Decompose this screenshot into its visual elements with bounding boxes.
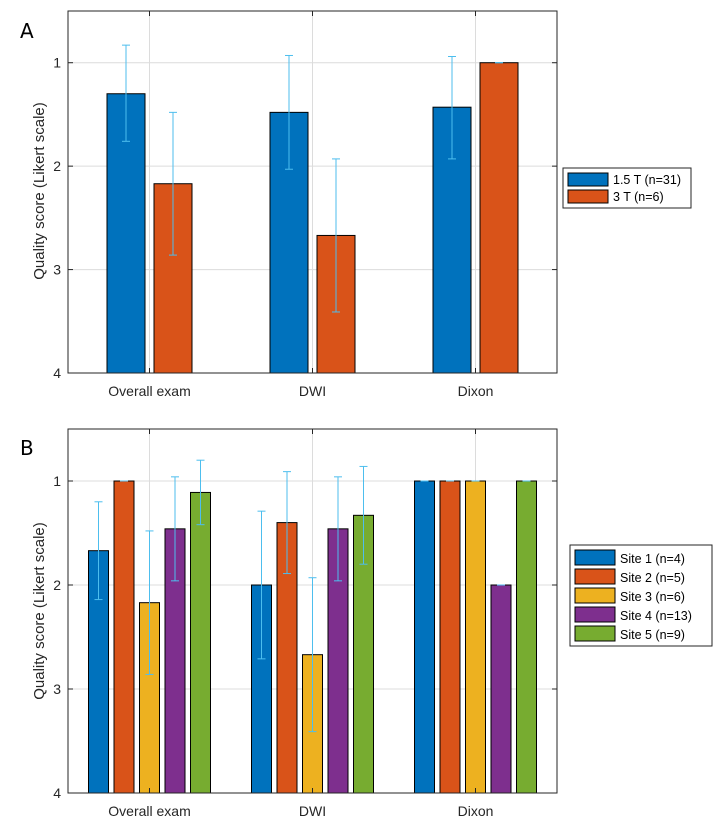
y-tick-label: 2 xyxy=(53,577,61,593)
legend-entry-label: Site 3 (n=6) xyxy=(620,590,685,604)
bar xyxy=(490,584,512,794)
panel-label-b: B xyxy=(20,436,34,460)
x-tick-label: Dixon xyxy=(458,383,494,399)
y-axis-label-a: Quality score (Likert scale) xyxy=(31,102,48,280)
legend-swatch xyxy=(567,172,609,187)
legend-entry-label: 1.5 T (n=31) xyxy=(613,173,681,187)
panel-a: A Quality score (Likert scale) 1 2 3 4 Overa… xyxy=(20,10,692,399)
bar xyxy=(414,480,435,794)
legend-entry-label: 3 T (n=6) xyxy=(613,190,664,204)
legend-swatch xyxy=(574,606,616,623)
y-tick-label: 4 xyxy=(53,785,61,801)
panel-b: B Quality score (Likert scale) 1 2 3 4 Overa… xyxy=(20,428,713,819)
x-tick-label: Overall exam xyxy=(108,383,190,399)
legend-entry-label: Site 1 (n=4) xyxy=(620,552,685,566)
bar xyxy=(190,491,211,794)
bar xyxy=(479,62,519,374)
x-tick-label: DWI xyxy=(299,803,326,819)
legend-entry-label: Site 5 (n=9) xyxy=(620,628,685,642)
bar xyxy=(516,480,537,794)
bar xyxy=(113,480,135,794)
panel-label-a: A xyxy=(20,19,34,43)
legend-swatch xyxy=(567,189,609,204)
legend-swatch xyxy=(574,625,616,642)
x-tick-label: Overall exam xyxy=(108,803,190,819)
legend-swatch xyxy=(574,549,616,566)
legend-swatch xyxy=(574,587,616,604)
y-axis-label-b: Quality score (Likert scale) xyxy=(31,522,48,700)
y-tick-label: 3 xyxy=(53,681,61,697)
x-tick-label: DWI xyxy=(299,383,326,399)
y-tick-label: 4 xyxy=(53,365,61,381)
y-tick-label: 3 xyxy=(53,262,61,278)
y-tick-label: 1 xyxy=(53,473,61,489)
y-tick-label: 2 xyxy=(53,158,61,174)
y-tick-label: 1 xyxy=(53,55,61,71)
legend-entry-label: Site 4 (n=13) xyxy=(620,609,692,623)
legend-swatch xyxy=(574,568,616,585)
x-tick-label: Dixon xyxy=(458,803,494,819)
bar xyxy=(465,480,486,794)
legend-entry-label: Site 2 (n=5) xyxy=(620,571,685,585)
bar xyxy=(439,480,461,794)
